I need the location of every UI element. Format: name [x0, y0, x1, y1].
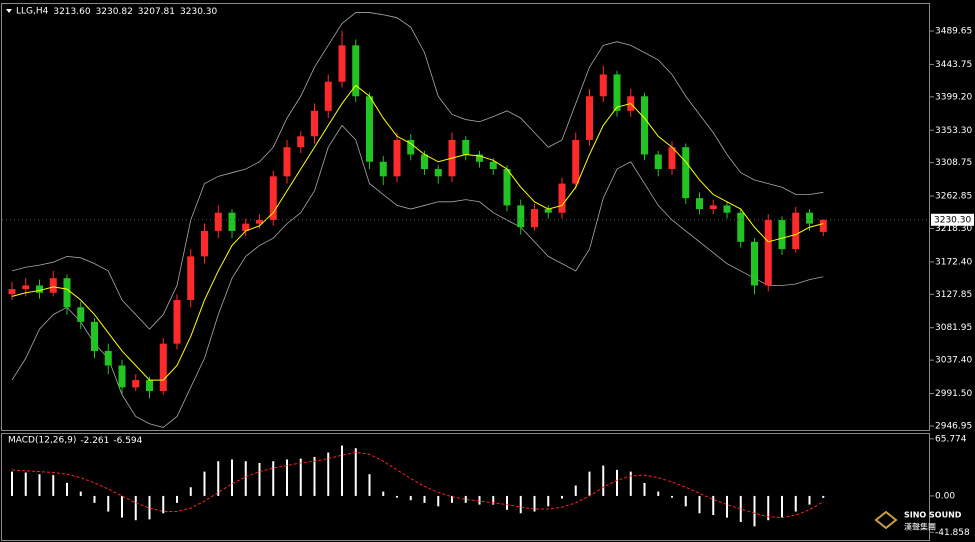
candle-body: [242, 223, 250, 231]
moving-average: [11, 84, 824, 381]
logo-icon: [874, 510, 898, 530]
candle-body: [489, 161, 497, 170]
candle-body: [778, 219, 786, 250]
candle-body: [118, 365, 126, 388]
candle-body: [187, 256, 195, 301]
menu-icon[interactable]: [6, 9, 12, 13]
y-tick-label: 3218.30: [935, 224, 972, 234]
candle-body: [599, 74, 607, 97]
candle-body: [36, 285, 43, 293]
y-tick-label: 3308.75: [935, 158, 972, 168]
y-tick-label: 3443.75: [935, 60, 972, 70]
y-tick-label: 2991.50: [935, 389, 972, 399]
candle-body: [297, 136, 305, 148]
candle-body: [434, 169, 442, 177]
logo-subtitle: 漢聲集團: [904, 522, 936, 532]
candle-body: [63, 278, 71, 308]
ohlc-value: 3230.30: [180, 7, 217, 17]
y-tick-label: 3037.40: [935, 356, 972, 366]
y-tick-label: -41.858: [935, 528, 970, 538]
macd-signal: [11, 452, 824, 519]
candle-body: [283, 147, 291, 177]
candle-body: [379, 161, 387, 177]
candle-body: [352, 45, 360, 97]
logo-name: SINO SOUND: [904, 511, 962, 520]
y-tick-label: 3262.85: [935, 192, 972, 202]
y-tick-label: 3081.95: [935, 323, 972, 333]
candle-body: [751, 241, 758, 286]
candle-body: [696, 198, 703, 210]
candle-body: [77, 307, 85, 322]
macd-panel: [1, 433, 930, 541]
symbol-title: LLG,H4 3213.60 3230.82 3207.81 3230.30: [16, 7, 218, 17]
candle-body: [366, 96, 373, 162]
candle-body: [338, 45, 346, 82]
candle-body: [407, 139, 415, 155]
candle-body: [311, 110, 318, 137]
logo: SINO SOUND 漢聲集團: [874, 510, 962, 532]
candle-body: [146, 380, 153, 391]
y-tick-label: 65.774: [935, 434, 967, 444]
candle-body: [104, 350, 112, 366]
candle-body: [531, 209, 538, 228]
candle-body: [586, 96, 593, 140]
candle-body: [269, 176, 277, 220]
candle-body: [558, 183, 566, 213]
candle-body: [256, 219, 263, 224]
ohlc-value: 3230.82: [96, 7, 133, 17]
y-tick-label: 3353.30: [935, 126, 972, 136]
candle-body: [393, 139, 401, 177]
candle-body: [792, 212, 800, 250]
ohlc-value: 3207.81: [138, 7, 175, 17]
candle-body: [22, 285, 30, 290]
candle-body: [201, 230, 208, 257]
candle-body: [723, 205, 731, 213]
candle-body: [544, 209, 552, 213]
candle-body: [476, 154, 483, 162]
y-tick-label: 3172.40: [935, 257, 972, 267]
candle-body: [737, 212, 745, 242]
candle-body: [641, 96, 648, 155]
candle-body: [324, 81, 332, 111]
current-price-box: [931, 213, 974, 226]
candle-body: [8, 289, 16, 295]
candle-body: [173, 300, 181, 344]
upper-band: [11, 12, 824, 330]
candle-body: [91, 321, 98, 351]
candle-body: [572, 139, 580, 184]
candle-body: [517, 205, 525, 228]
candle-body: [228, 212, 236, 231]
candle-body: [49, 278, 57, 293]
candle-body: [503, 169, 511, 206]
candle-body: [159, 343, 167, 391]
macd-title: MACD(12,26,9) -2.261 -6.594: [8, 436, 143, 446]
lower-band: [11, 124, 824, 428]
candle-body: [613, 74, 621, 111]
y-tick-label: 0.00: [935, 491, 955, 501]
candle-body: [668, 147, 676, 170]
current-price-label: 3230.30: [934, 215, 971, 225]
candle-body: [819, 219, 827, 232]
candle-body: [421, 154, 428, 170]
candle-body: [806, 212, 813, 224]
candle-body: [709, 205, 717, 210]
y-tick-label: 3489.65: [935, 27, 972, 37]
macd-value: -2.261: [80, 436, 109, 446]
y-tick-label: 3127.85: [935, 290, 972, 300]
candle-body: [654, 154, 662, 170]
macd-value: -6.594: [113, 436, 142, 446]
candle-body: [214, 212, 222, 231]
candle-body: [682, 147, 690, 199]
ohlc-value: 3213.60: [53, 7, 90, 17]
candle-body: [462, 139, 470, 155]
candle-body: [132, 380, 140, 388]
candle-body: [764, 219, 772, 286]
y-tick-label: 3399.20: [935, 92, 972, 102]
price-panel: [1, 3, 930, 431]
y-tick-label: 2946.95: [935, 421, 972, 431]
